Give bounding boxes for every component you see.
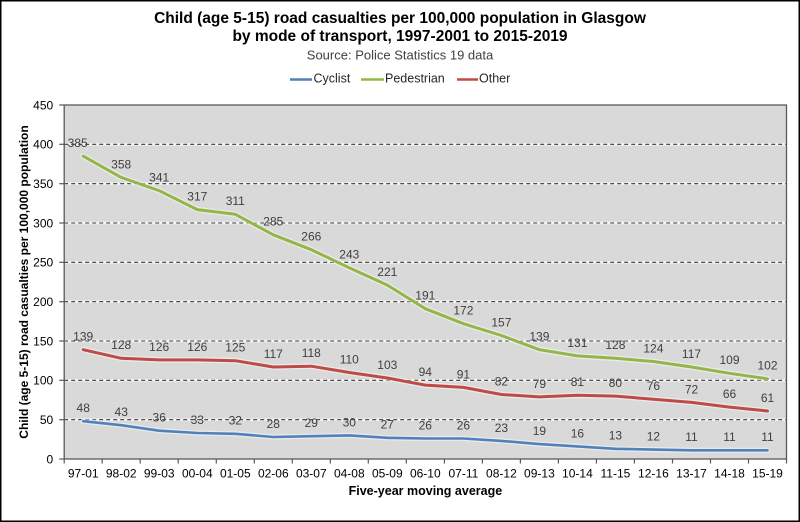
svg-text:29: 29: [305, 416, 319, 430]
svg-text:33: 33: [191, 413, 205, 427]
svg-text:358: 358: [111, 157, 131, 171]
svg-text:36: 36: [153, 411, 167, 425]
svg-text:01-05: 01-05: [220, 467, 251, 481]
svg-text:128: 128: [111, 338, 131, 352]
svg-text:0: 0: [47, 452, 54, 466]
svg-text:05-09: 05-09: [372, 467, 403, 481]
svg-text:341: 341: [149, 171, 169, 185]
svg-text:Five-year moving average: Five-year moving average: [349, 484, 503, 498]
svg-text:100: 100: [33, 374, 53, 388]
svg-text:76: 76: [647, 379, 661, 393]
svg-text:Pedestrian: Pedestrian: [385, 72, 445, 86]
svg-text:172: 172: [453, 304, 473, 318]
svg-text:118: 118: [302, 346, 321, 360]
svg-text:150: 150: [33, 334, 53, 348]
svg-text:350: 350: [33, 177, 53, 191]
svg-text:139: 139: [529, 330, 549, 344]
svg-text:13: 13: [609, 429, 623, 443]
svg-text:04-08: 04-08: [334, 467, 365, 481]
svg-text:32: 32: [229, 414, 243, 428]
svg-text:by mode of transport, 1997-200: by mode of transport, 1997-2001 to 2015-…: [232, 28, 567, 45]
svg-text:385: 385: [68, 136, 88, 150]
svg-text:126: 126: [149, 340, 169, 354]
svg-text:157: 157: [491, 315, 511, 329]
svg-text:16: 16: [571, 426, 585, 440]
svg-text:125: 125: [225, 341, 245, 355]
svg-text:23: 23: [495, 421, 509, 435]
svg-text:128: 128: [605, 338, 625, 352]
svg-text:26: 26: [457, 418, 471, 432]
svg-text:12-16: 12-16: [638, 467, 669, 481]
svg-text:117: 117: [682, 347, 701, 361]
svg-text:11-15: 11-15: [600, 467, 630, 481]
svg-text:12: 12: [647, 430, 661, 444]
svg-text:82: 82: [495, 374, 509, 388]
svg-text:11: 11: [723, 430, 736, 444]
svg-text:110: 110: [340, 352, 359, 366]
svg-text:11: 11: [685, 430, 698, 444]
svg-text:10-14: 10-14: [562, 467, 593, 481]
svg-text:02-06: 02-06: [258, 467, 289, 481]
svg-text:Child (age 5-15) road casualti: Child (age 5-15) road casualties per 100…: [154, 10, 647, 27]
svg-text:109: 109: [719, 353, 739, 367]
svg-text:14-18: 14-18: [714, 467, 745, 481]
svg-text:285: 285: [263, 215, 283, 229]
svg-text:243: 243: [339, 248, 359, 262]
svg-text:200: 200: [33, 295, 53, 309]
svg-text:300: 300: [33, 216, 53, 230]
svg-text:50: 50: [40, 413, 54, 427]
svg-text:72: 72: [685, 382, 699, 396]
svg-text:61: 61: [761, 391, 775, 405]
svg-text:131: 131: [567, 336, 587, 350]
svg-text:26: 26: [419, 418, 433, 432]
svg-text:Child (age 5-15) road casualti: Child (age 5-15) road casualties per 100…: [17, 125, 31, 438]
svg-text:81: 81: [571, 375, 585, 389]
svg-text:48: 48: [77, 401, 91, 415]
svg-text:311: 311: [226, 194, 245, 208]
svg-text:43: 43: [115, 405, 129, 419]
svg-text:191: 191: [415, 289, 435, 303]
svg-text:Cyclist: Cyclist: [314, 72, 351, 86]
svg-text:27: 27: [381, 418, 395, 432]
svg-text:Other: Other: [479, 72, 510, 86]
svg-text:09-13: 09-13: [524, 467, 555, 481]
svg-text:250: 250: [33, 256, 53, 270]
svg-text:97-01: 97-01: [68, 467, 99, 481]
svg-text:Source: Police Statistics 19 d: Source: Police Statistics 19 data: [307, 48, 494, 63]
svg-text:126: 126: [187, 340, 207, 354]
svg-text:66: 66: [723, 387, 737, 401]
svg-text:91: 91: [457, 367, 471, 381]
svg-text:400: 400: [33, 138, 53, 152]
svg-text:98-02: 98-02: [106, 467, 137, 481]
svg-text:139: 139: [73, 330, 93, 344]
svg-text:06-10: 06-10: [410, 467, 441, 481]
svg-text:99-03: 99-03: [144, 467, 175, 481]
svg-text:30: 30: [343, 415, 357, 429]
svg-text:07-11: 07-11: [448, 467, 478, 481]
svg-text:79: 79: [533, 377, 547, 391]
svg-text:15-19: 15-19: [752, 467, 783, 481]
svg-text:00-04: 00-04: [182, 467, 213, 481]
svg-text:19: 19: [533, 424, 547, 438]
svg-text:124: 124: [643, 341, 663, 355]
svg-text:450: 450: [33, 98, 53, 112]
svg-text:317: 317: [187, 190, 207, 204]
svg-text:80: 80: [609, 376, 623, 390]
svg-text:103: 103: [377, 358, 397, 372]
svg-text:117: 117: [264, 347, 283, 361]
svg-text:11: 11: [761, 430, 774, 444]
svg-text:13-17: 13-17: [676, 467, 707, 481]
svg-text:28: 28: [267, 417, 281, 431]
svg-text:102: 102: [757, 359, 777, 373]
svg-text:266: 266: [301, 230, 321, 244]
svg-text:08-12: 08-12: [486, 467, 517, 481]
svg-text:03-07: 03-07: [296, 467, 327, 481]
svg-text:221: 221: [377, 265, 397, 279]
svg-text:94: 94: [419, 365, 433, 379]
